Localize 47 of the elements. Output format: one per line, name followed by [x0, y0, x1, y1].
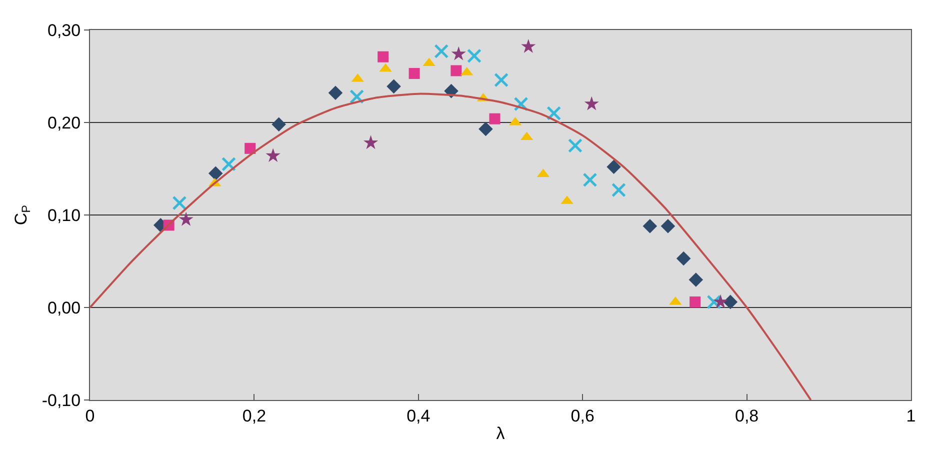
- x-tick-label: 1: [906, 406, 916, 426]
- x-tick-label: 0,4: [406, 406, 430, 426]
- point: [272, 117, 286, 132]
- point: [244, 142, 256, 154]
- point: [494, 72, 509, 88]
- x-tick-label: 0,8: [734, 406, 759, 426]
- point: [713, 294, 728, 308]
- y-tick-label: 0,20: [48, 113, 81, 132]
- point: [450, 65, 462, 76]
- y-tick-label: 0,00: [48, 298, 81, 318]
- point: [546, 106, 562, 120]
- point: [688, 272, 704, 287]
- point: [642, 218, 658, 234]
- point: [660, 218, 676, 234]
- point: [582, 172, 598, 188]
- point: [466, 48, 482, 64]
- point: [266, 148, 280, 162]
- y-tick-label: 0,30: [48, 20, 81, 40]
- point: [222, 156, 236, 172]
- x-axis-title: λ: [496, 424, 506, 443]
- point: [178, 212, 194, 226]
- point: [408, 68, 420, 79]
- point: [378, 51, 389, 62]
- point: [676, 251, 691, 266]
- point: [208, 166, 223, 181]
- point: [172, 196, 187, 210]
- point: [350, 89, 364, 104]
- point: [690, 296, 701, 308]
- point: [434, 44, 449, 59]
- y-tick-label: 0,10: [48, 206, 81, 225]
- x-tick-label: 0,2: [242, 406, 266, 426]
- point: [451, 46, 466, 60]
- point: [584, 96, 599, 110]
- point: [478, 122, 493, 136]
- point: [363, 135, 378, 150]
- x-tick-label: 0,6: [570, 406, 594, 426]
- point: [723, 294, 738, 310]
- point: [489, 113, 500, 124]
- point: [386, 79, 401, 94]
- point: [706, 294, 722, 310]
- y-tick-label: -0,10: [42, 390, 81, 410]
- point: [521, 38, 536, 53]
- x-tick-label: 0: [85, 406, 95, 426]
- point: [568, 138, 582, 153]
- point: [611, 182, 626, 198]
- point: [328, 86, 343, 100]
- point: [606, 160, 621, 174]
